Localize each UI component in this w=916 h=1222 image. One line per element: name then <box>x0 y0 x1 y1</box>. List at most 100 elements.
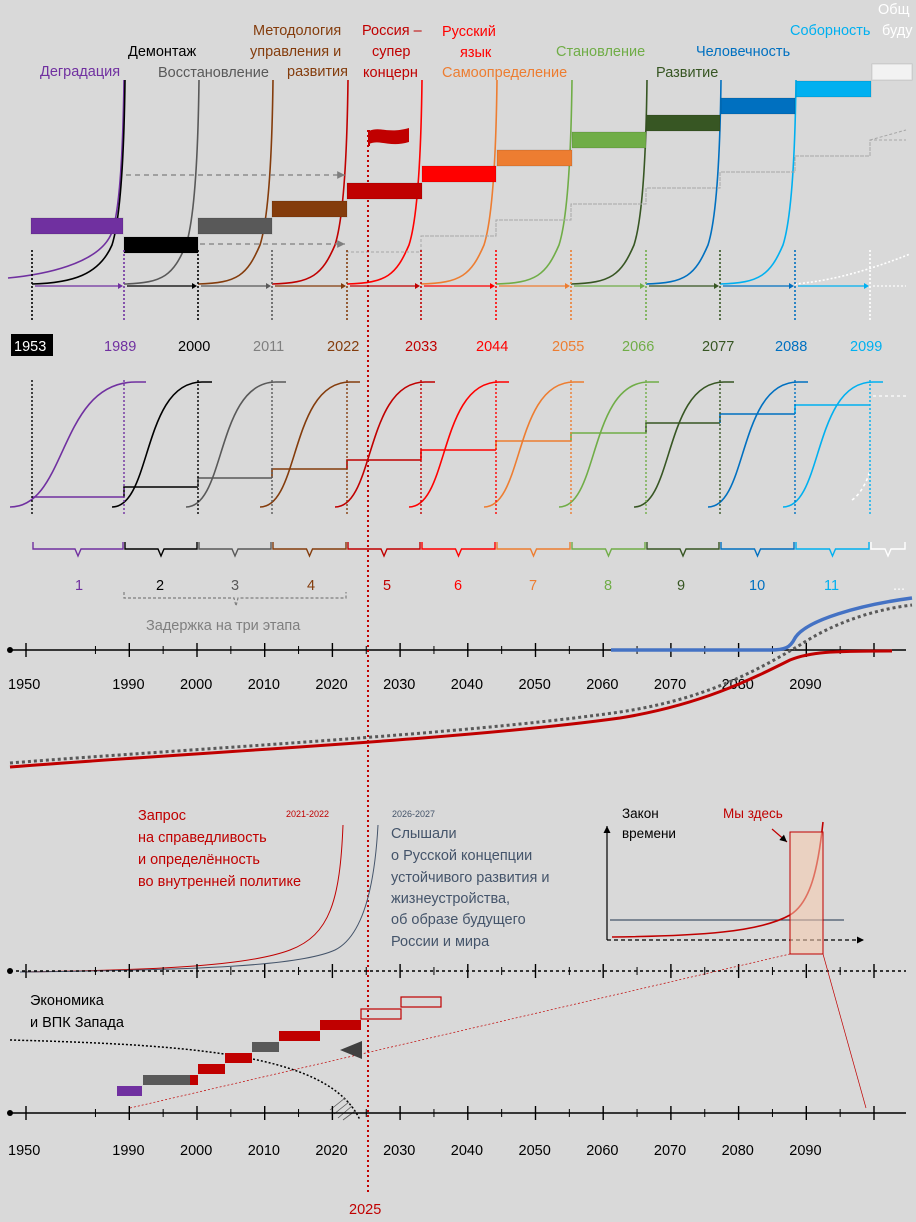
timeline-year-2050: 2050 <box>519 1143 551 1159</box>
delay-brace <box>123 592 347 607</box>
s-curve-5 <box>334 381 435 508</box>
timeline-year-2070: 2070 <box>654 677 686 693</box>
s-curves <box>9 381 883 508</box>
stair-step-1 <box>117 1086 142 1096</box>
svg-text:Закон: Закон <box>622 806 659 821</box>
svg-text:на справедливость: на справедливость <box>138 830 267 846</box>
svg-text:во внутренней политике: во внутренней политике <box>138 874 301 890</box>
heard-curve <box>19 824 379 973</box>
stair-step-5 <box>225 1053 252 1063</box>
stage-brace-11 <box>795 542 870 558</box>
label-future-2: буду <box>882 23 913 39</box>
stage-brace-4 <box>272 542 347 558</box>
timeline-year-1950: 1950 <box>8 677 40 693</box>
label-russia-3: концерн <box>363 65 418 81</box>
request-curve <box>19 824 344 973</box>
top-dashed-steps <box>346 129 907 253</box>
stage-bar-3 <box>197 217 273 235</box>
label-future-1: Общ <box>878 2 910 18</box>
we-are-here-box <box>789 831 824 955</box>
label-russia-2: супер <box>372 44 410 60</box>
stair-step-6 <box>252 1042 279 1052</box>
top-span-arrowhead-11 <box>864 283 869 289</box>
request-years: 2021-2022 <box>286 809 329 819</box>
stage-brace-1 <box>32 542 124 558</box>
year-label-2077: 2077 <box>702 339 734 355</box>
top-curve-5 <box>271 79 349 285</box>
label-methodology-1: Методология <box>253 23 341 39</box>
red-flag-icon <box>368 128 409 146</box>
year-1953-badge <box>11 334 53 356</box>
stage-number-3: 3 <box>231 578 239 594</box>
stage-brace-9 <box>646 542 720 558</box>
year-label-2055: 2055 <box>552 339 584 355</box>
stage-bar-10 <box>720 97 796 115</box>
label-development: Развитие <box>656 65 718 81</box>
top-span-arrowhead-8 <box>640 283 645 289</box>
s-step-2 <box>123 486 198 497</box>
s-curve-7 <box>483 381 584 508</box>
timeline-year-2010: 2010 <box>248 677 280 693</box>
label-russia-1: Россия – <box>362 23 423 39</box>
law-of-time-inset: Закон времени Мы здесь <box>603 806 864 955</box>
stage-braces <box>32 542 906 558</box>
top-curve-6 <box>346 79 423 285</box>
request-text: Запрос на справедливость и определённост… <box>138 808 301 890</box>
stage-brace-12 <box>870 542 906 558</box>
top-stage-bars <box>30 63 913 254</box>
stage-number-8: 8 <box>604 578 612 594</box>
timeline-year-1950: 1950 <box>8 1143 40 1159</box>
timeline-year-2040: 2040 <box>451 677 483 693</box>
year-label-2066: 2066 <box>622 339 654 355</box>
timeline-year-2050: 2050 <box>519 677 551 693</box>
year-label-2088: 2088 <box>775 339 807 355</box>
west-pointer-icon <box>340 1041 362 1059</box>
s-step-10 <box>719 413 795 423</box>
year-label-2099: 2099 <box>850 339 882 355</box>
west-hatch <box>329 1097 356 1121</box>
stage-brace-7 <box>496 542 571 558</box>
stair-step-10 <box>400 996 442 1008</box>
timeline-year-2010: 2010 <box>248 1143 280 1159</box>
blue-curve <box>611 596 913 652</box>
s-curve-11 <box>782 381 883 508</box>
label-degradation: Деградация <box>40 64 120 80</box>
stage-bar-1 <box>30 217 124 235</box>
timeline-year-2030: 2030 <box>383 1143 415 1159</box>
top-stage-arrows <box>35 283 906 289</box>
stage-brace-5 <box>347 542 421 558</box>
top-span-arrowhead-5 <box>415 283 420 289</box>
stage-numbers: 1 2 3 4 5 6 7 8 9 10 11... <box>75 578 905 594</box>
current-year-label: 2025 <box>349 1202 381 1218</box>
svg-text:России и мира: России и мира <box>391 934 490 950</box>
stage-bar-8 <box>571 131 647 149</box>
s-step-6 <box>420 449 496 460</box>
stage-number-5: 5 <box>383 578 391 594</box>
timeline-year-2020: 2020 <box>315 1143 347 1159</box>
s-curve-10 <box>707 381 808 508</box>
stage-bar-5 <box>346 182 423 200</box>
top-span-arrowhead-1 <box>118 283 123 289</box>
s-curve-4 <box>259 381 360 508</box>
year-label-2044: 2044 <box>476 339 508 355</box>
s-curve-1 <box>9 381 146 508</box>
timeline-year-2060: 2060 <box>586 1143 618 1159</box>
svg-text:жизнеустройства,: жизнеустройства, <box>391 891 510 907</box>
svg-text:Слышали: Слышали <box>391 826 457 842</box>
top-stage-labels: Деградация Демонтаж Восстановление Метод… <box>40 2 913 81</box>
timeline-year-2090: 2090 <box>789 1143 821 1159</box>
stage-bar-12 <box>871 63 913 81</box>
heard-years: 2026-2027 <box>392 809 435 819</box>
stage-number-12: ... <box>893 578 905 594</box>
top-step-line-b <box>421 129 907 237</box>
stage-number-4: 4 <box>307 578 315 594</box>
top-exponential-curves <box>7 79 911 285</box>
top-span-arrowhead-2 <box>192 283 197 289</box>
top-stage-dividers <box>31 250 871 322</box>
label-methodology-2: управления и <box>250 44 341 60</box>
zoom-line-right <box>822 953 867 1109</box>
s-step-7 <box>495 440 571 450</box>
zoom-line-left <box>129 953 791 1109</box>
year-label-2022: 2022 <box>327 339 359 355</box>
